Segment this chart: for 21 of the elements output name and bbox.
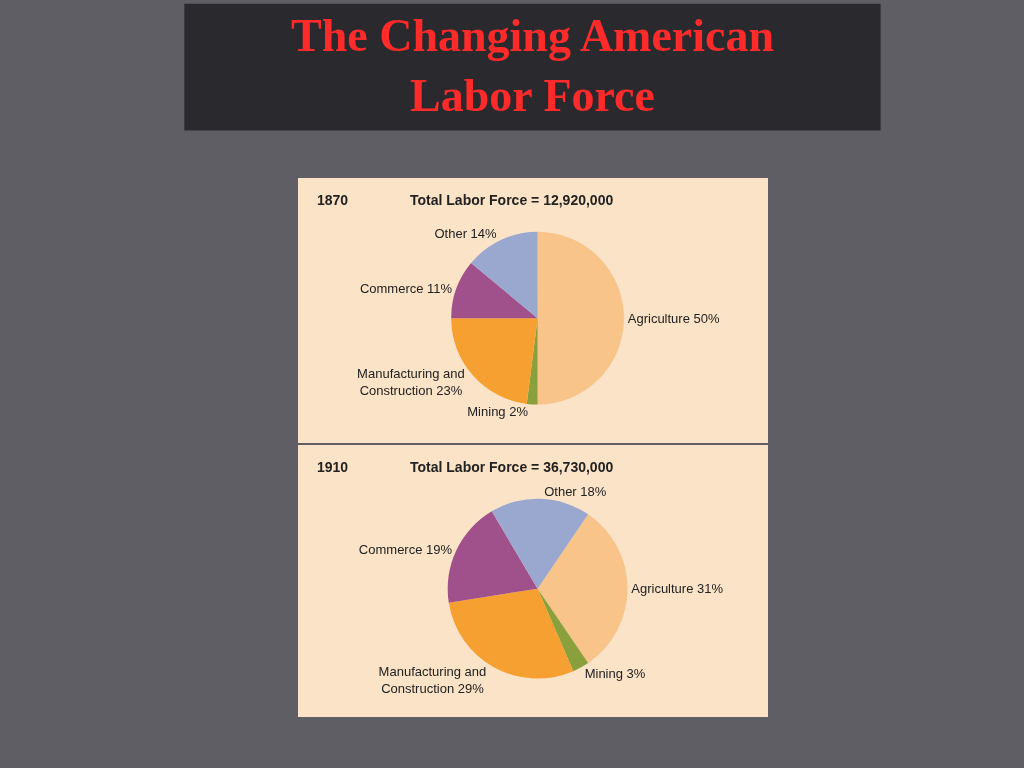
slice-label: Manufacturing and Construction 23% xyxy=(357,366,465,399)
slice-label: Mining 2% xyxy=(467,404,529,420)
chart-subtitle: Total Labor Force = 12,920,000 xyxy=(410,192,614,208)
slice-label: Other 18% xyxy=(544,483,607,499)
slice-label: Agriculture 31% xyxy=(631,581,724,597)
slice-label: Commerce 11% xyxy=(359,280,453,296)
chart-subtitle: Total Labor Force = 36,730,000 xyxy=(410,459,614,475)
pie-slice xyxy=(451,263,538,319)
pie-slice xyxy=(526,318,538,405)
pie-slice xyxy=(491,498,589,589)
slice-label: Manufacturing and Construction 29% xyxy=(378,663,487,696)
pie-slice xyxy=(537,514,628,664)
text: The Changing American Labor Force xyxy=(291,10,775,121)
slice-label: Other 14% xyxy=(434,226,498,242)
pie-slice xyxy=(537,231,624,405)
slice-label: Mining 3% xyxy=(584,665,646,681)
slice-label: Commerce 19% xyxy=(358,541,453,557)
pie-slice xyxy=(471,231,538,319)
chart-title: 1870 xyxy=(317,192,349,208)
chart-title: 1910 xyxy=(317,459,349,475)
slice-label: Agriculture 50% xyxy=(627,310,720,326)
